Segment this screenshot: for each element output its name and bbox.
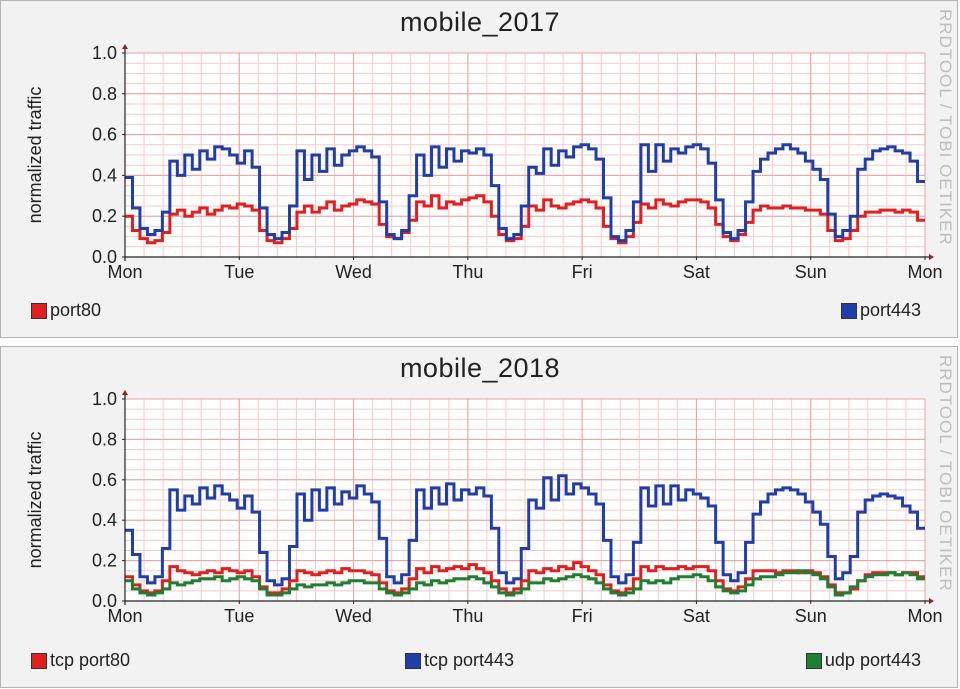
y-tick-label: 0.6 [92,470,117,490]
x-tick-label: Wed [335,262,372,282]
y-axis-arrow [122,390,128,395]
x-tick-label: Tue [224,606,254,626]
legend-item-tcp-port80: tcp port80 [31,650,130,671]
y-tick-label: 0.0 [92,247,117,267]
x-tick-label: Mon [907,606,942,626]
x-tick-label: Sat [683,262,710,282]
legend-label: port443 [859,300,921,320]
legend-item-tcp-port443: tcp port443 [405,650,514,671]
rrdtool-watermark: RRDTOOL / TOBI OETIKER [936,9,955,246]
x-tick-label: Sat [683,606,710,626]
series-line-port443 [125,143,925,243]
x-tick-label: Mon [107,262,142,282]
legend-item-udp-port443: udp port443 [805,650,921,671]
y-tick-label: 0.4 [92,510,117,530]
y-tick-label: 1.0 [92,43,117,63]
x-tick-label: Mon [107,606,142,626]
legend-swatch-blue [840,302,857,319]
y-tick-label: 1.0 [92,389,117,409]
y-tick-label: 0.0 [92,591,117,611]
x-tick-label: Fri [572,606,593,626]
legend-swatch-green [805,652,822,669]
x-tick-label: Tue [224,262,254,282]
y-tick-label: 0.8 [92,429,117,449]
chart-mobile-2017: 0.0 0.2 0.4 0.6 0.8 1.0 Mon Tue Wed Thu Fri Sat Sun M… [25,43,943,282]
legend-swatch-red [31,302,47,319]
y-tick-label: 0.2 [92,206,117,226]
y-axis-label: normalized traffic [25,87,45,224]
legend-item-port80: port80 [31,300,101,321]
y-tick-label: 0.8 [92,84,117,104]
series-line-udp-port443 [125,569,925,597]
x-axis-arrow [929,598,934,604]
x-tick-label: Thu [452,262,483,282]
chart-panel-2018: mobile_2018 RRDTOOL / TOBI OETIKER 0.0 0.… [0,346,958,688]
legend-label: port80 [50,300,102,320]
legend-item-port443: port443 [840,300,921,321]
y-tick-label: 0.2 [92,551,117,571]
chart-title: mobile_2018 [399,353,561,383]
chart-panel-2017: mobile_2017 RRDTOOL / TOBI OETIKER 0.0 0.… [0,0,958,338]
x-tick-label: Sun [795,606,827,626]
x-tick-label: Thu [452,606,483,626]
legend-label: tcp port443 [424,650,515,670]
x-tick-label: Mon [907,262,942,282]
legend-swatch-red [31,652,47,669]
series-line-tcp-port443 [125,474,925,587]
legend-label: tcp port80 [50,650,131,670]
x-tick-label: Fri [572,262,593,282]
x-tick-label: Sun [795,262,827,282]
y-axis-label: normalized traffic [25,432,45,569]
y-tick-label: 0.4 [92,165,117,185]
legend-label: udp port443 [824,650,921,670]
chart-title: mobile_2017 [399,7,561,37]
chart-mobile-2018: 0.0 0.2 0.4 0.6 0.8 1.0 Mon Tue Wed Thu Fri Sat Sun M… [25,389,943,626]
x-tick-label: Wed [335,606,372,626]
rrdtool-watermark: RRDTOOL / TOBI OETIKER [936,355,955,592]
x-axis-arrow [929,254,934,260]
y-axis-arrow [122,44,128,49]
legend-swatch-blue [405,652,421,669]
y-tick-label: 0.6 [92,125,117,145]
